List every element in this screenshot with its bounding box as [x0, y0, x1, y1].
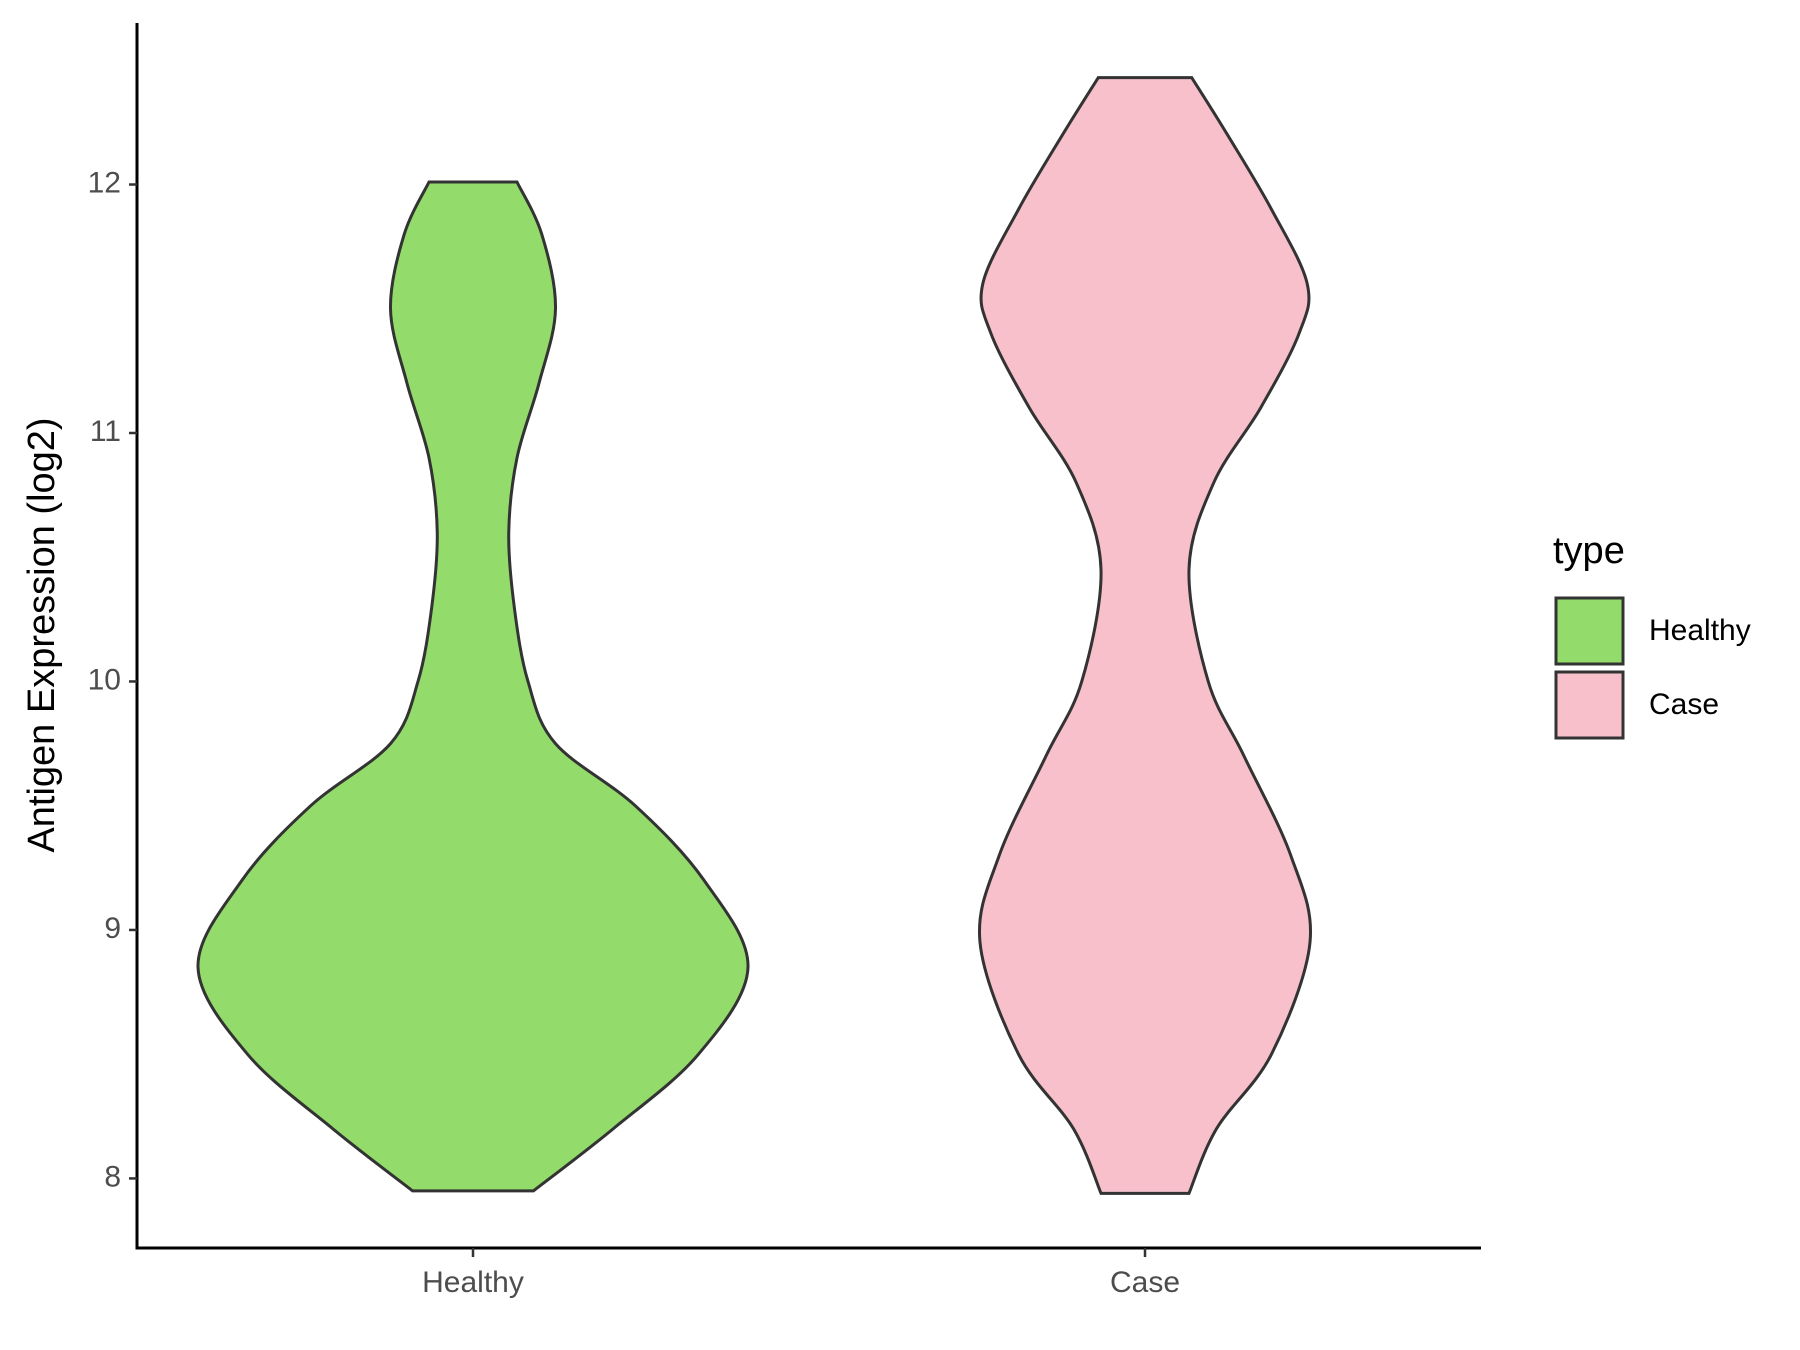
legend-label: Case — [1649, 688, 1719, 721]
legend-key — [1554, 596, 1625, 666]
y-tick-label: 11 — [90, 415, 121, 448]
violin — [977, 76, 1313, 1195]
legend-key — [1554, 670, 1625, 740]
y-tick-label: 9 — [104, 912, 121, 945]
y-axis-label: Antigen Expression (log2) — [21, 417, 63, 852]
legend-title: type — [1553, 530, 1625, 572]
y-tick-label: 10 — [88, 663, 121, 696]
y-tick-label: 8 — [104, 1160, 121, 1193]
y-tick-label: 12 — [88, 166, 121, 199]
violin — [196, 180, 750, 1193]
legend-label: Healthy — [1649, 614, 1751, 647]
x-tick-label: Case — [1110, 1266, 1180, 1299]
x-tick-label: Healthy — [422, 1266, 524, 1299]
